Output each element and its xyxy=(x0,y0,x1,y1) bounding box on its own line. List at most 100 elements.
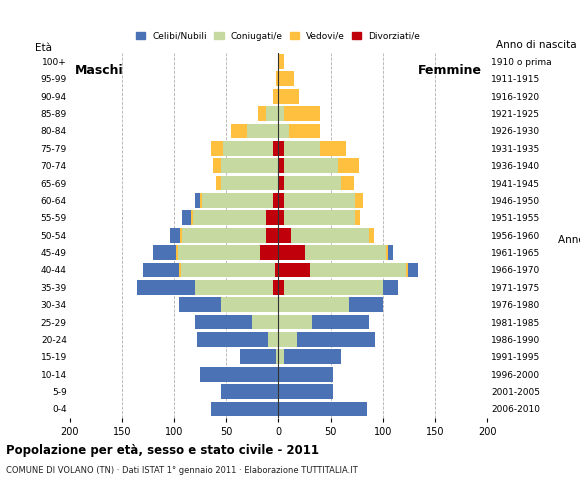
Bar xyxy=(266,210,278,225)
Bar xyxy=(247,123,278,138)
Bar xyxy=(278,332,297,347)
Bar xyxy=(221,384,278,399)
Bar xyxy=(369,228,375,242)
Bar xyxy=(182,228,266,242)
Text: Popolazione per età, sesso e stato civile - 2011: Popolazione per età, sesso e stato civil… xyxy=(6,444,319,457)
Bar xyxy=(278,72,294,86)
Text: Maschi: Maschi xyxy=(75,64,124,77)
Bar xyxy=(278,367,333,382)
Bar xyxy=(200,367,278,382)
Bar xyxy=(278,89,299,104)
Bar xyxy=(278,228,291,242)
Bar xyxy=(278,402,367,416)
Bar xyxy=(195,315,252,329)
Bar xyxy=(278,141,284,156)
Bar xyxy=(197,332,268,347)
Bar xyxy=(278,210,284,225)
Bar xyxy=(289,123,320,138)
Bar xyxy=(273,193,278,208)
Bar xyxy=(273,280,278,295)
Bar xyxy=(193,210,266,225)
Bar xyxy=(273,141,278,156)
Bar xyxy=(284,106,320,121)
Bar xyxy=(278,297,349,312)
Text: COMUNE DI VOLANO (TN) · Dati ISTAT 1° gennaio 2011 · Elaborazione TUTTITALIA.IT: COMUNE DI VOLANO (TN) · Dati ISTAT 1° ge… xyxy=(6,466,357,475)
Bar xyxy=(231,123,247,138)
Bar xyxy=(278,193,284,208)
Bar xyxy=(297,332,375,347)
Bar xyxy=(137,280,195,295)
Bar xyxy=(180,228,182,242)
Legend: Celibi/Nubili, Coniugati/e, Vedovi/e, Divorziati/e: Celibi/Nubili, Coniugati/e, Vedovi/e, Di… xyxy=(133,28,424,44)
Bar xyxy=(338,158,359,173)
Bar xyxy=(284,280,383,295)
Text: Anno di nascita: Anno di nascita xyxy=(496,40,577,50)
Bar xyxy=(143,263,179,277)
Bar xyxy=(260,245,278,260)
Bar xyxy=(178,245,260,260)
Bar xyxy=(284,210,354,225)
Bar xyxy=(388,245,393,260)
Bar xyxy=(320,141,346,156)
Text: Femmine: Femmine xyxy=(418,64,482,77)
Bar xyxy=(408,263,418,277)
Bar xyxy=(278,280,284,295)
Bar xyxy=(278,315,312,329)
Bar xyxy=(406,263,408,277)
Bar xyxy=(354,210,360,225)
Bar xyxy=(191,210,193,225)
Bar xyxy=(278,106,284,121)
Bar xyxy=(211,402,278,416)
Bar xyxy=(182,210,191,225)
Bar xyxy=(278,263,310,277)
Bar xyxy=(170,228,180,242)
Bar xyxy=(284,141,320,156)
Bar xyxy=(195,280,273,295)
Bar xyxy=(278,349,284,364)
Bar xyxy=(304,245,386,260)
Bar xyxy=(268,332,278,347)
Bar xyxy=(240,349,276,364)
Bar xyxy=(310,263,406,277)
Bar xyxy=(349,297,383,312)
Bar xyxy=(200,193,202,208)
Bar xyxy=(153,245,176,260)
Bar xyxy=(278,176,284,191)
Bar xyxy=(179,297,221,312)
Bar xyxy=(291,228,369,242)
Bar xyxy=(278,384,333,399)
Bar xyxy=(252,315,278,329)
Bar xyxy=(221,176,278,191)
Bar xyxy=(266,106,278,121)
Bar xyxy=(221,158,278,173)
Bar xyxy=(216,176,221,191)
Bar xyxy=(284,176,341,191)
Bar xyxy=(213,158,221,173)
Bar xyxy=(179,263,182,277)
Bar xyxy=(211,141,223,156)
Bar xyxy=(278,158,284,173)
Bar xyxy=(278,123,289,138)
Bar xyxy=(278,245,304,260)
Bar xyxy=(276,349,278,364)
Text: Età: Età xyxy=(35,43,52,53)
Bar xyxy=(195,193,200,208)
Bar xyxy=(278,54,284,69)
Bar xyxy=(266,228,278,242)
Bar xyxy=(223,141,273,156)
Bar xyxy=(182,263,276,277)
Bar xyxy=(341,176,354,191)
Bar xyxy=(386,245,388,260)
Bar xyxy=(312,315,369,329)
Bar xyxy=(221,297,278,312)
Bar xyxy=(284,193,354,208)
Bar xyxy=(276,263,278,277)
Bar xyxy=(383,280,398,295)
Bar xyxy=(258,106,266,121)
Bar xyxy=(202,193,273,208)
Bar xyxy=(276,72,278,86)
Bar xyxy=(176,245,178,260)
Y-axis label: Anno di nascita: Anno di nascita xyxy=(557,235,580,245)
Bar xyxy=(284,349,341,364)
Bar xyxy=(284,158,338,173)
